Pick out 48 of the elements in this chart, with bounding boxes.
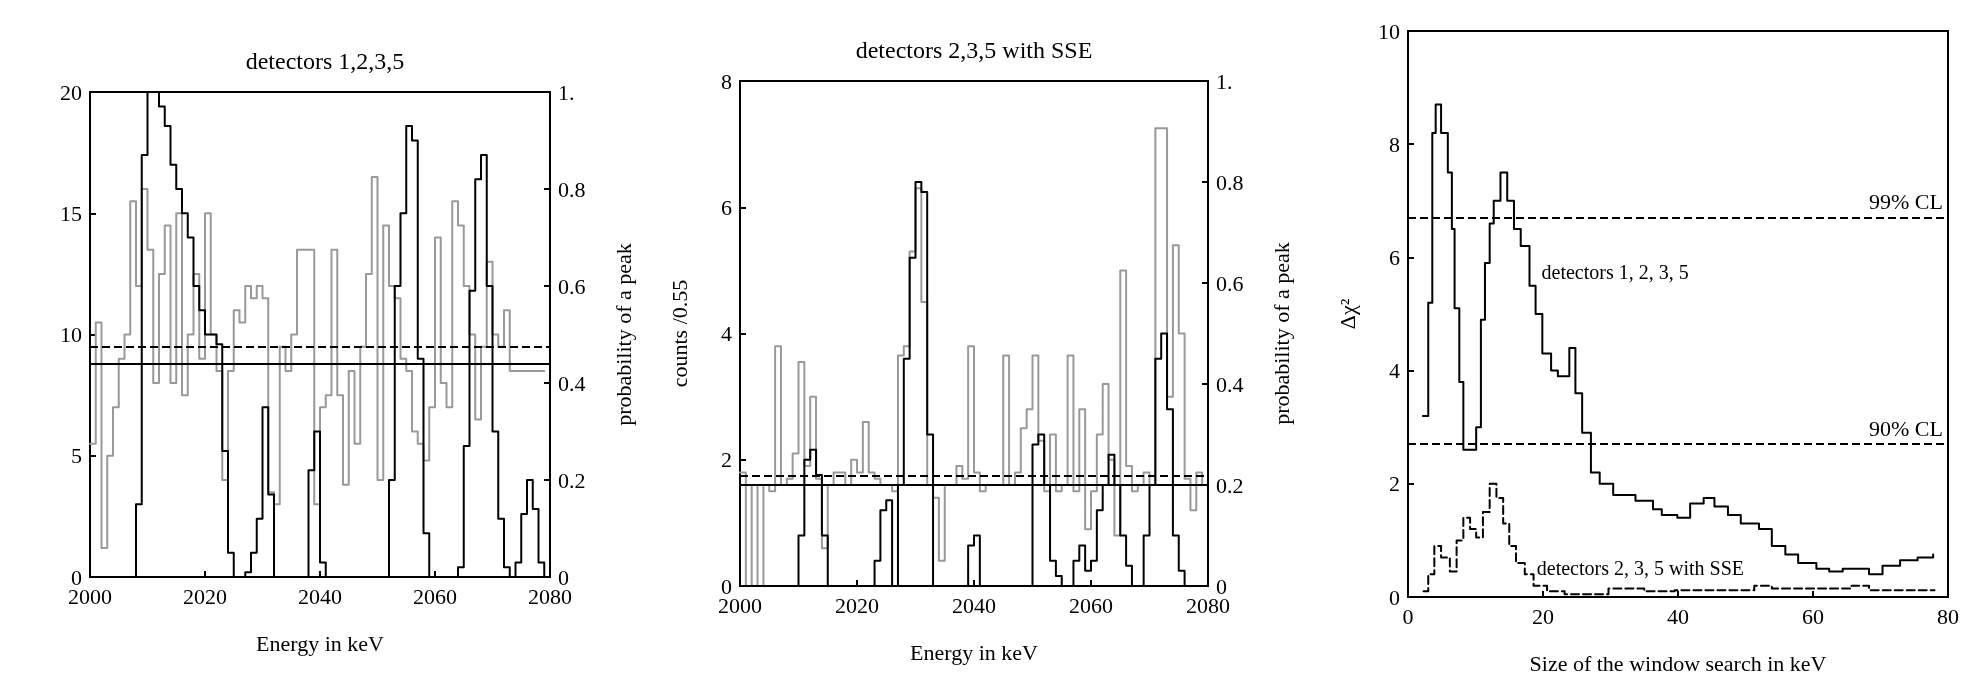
y-tick-label: 4 (721, 321, 732, 346)
y-tick-label: 4 (1389, 358, 1400, 384)
y2-tick-label: 0.8 (1216, 169, 1244, 195)
y2-tick-label: 0.6 (558, 273, 586, 299)
y-tick-label: 2 (721, 447, 732, 473)
x-tick-label: 2060 (1069, 592, 1113, 618)
y-tick-label: 10 (1378, 18, 1400, 44)
y-tick-label: 10 (60, 322, 82, 347)
y-axis-title: counts /0.55 (666, 279, 692, 388)
ref-line-label: 99% CL (1869, 189, 1943, 215)
x-tick-label: 40 (1667, 603, 1689, 629)
x-tick-label: 20 (1532, 603, 1554, 629)
ref-line-label: 90% CL (1869, 415, 1943, 441)
y-tick-label: 2 (1389, 471, 1400, 497)
x-tick-label: 60 (1802, 603, 1824, 629)
y-tick-label: 15 (60, 200, 82, 226)
y2-tick-label: 0.4 (1216, 371, 1244, 397)
y2-tick-label: 0.4 (558, 370, 586, 396)
y2-tick-label: 0.2 (1216, 472, 1244, 498)
y2-tick-label: 0.6 (1216, 270, 1244, 296)
y2-tick-label: 1. (1216, 68, 1233, 94)
x-tick-label: 2020 (183, 583, 227, 609)
x-tick-label: 2040 (952, 592, 996, 618)
x-axis-title: Energy in keV (256, 630, 385, 656)
x-tick-label: 2020 (835, 592, 879, 618)
x-tick-label: 80 (1937, 603, 1959, 629)
x-tick-label: 2040 (298, 583, 342, 609)
y-tick-label: 6 (721, 194, 732, 220)
y2-tick-label: 0.2 (558, 467, 586, 493)
y2-tick-label: 0 (558, 564, 569, 590)
y-tick-label: 0 (71, 564, 82, 590)
chart-title: detectors 2,3,5 with SSE (855, 37, 1093, 63)
y-tick-label: 8 (721, 68, 732, 94)
y-tick-label: 6 (1389, 244, 1400, 270)
series-label: detectors 1, 2, 3, 5 (1541, 260, 1689, 283)
series-label: detectors 2, 3, 5 with SSE (1536, 557, 1744, 580)
x-tick-label: 2060 (413, 583, 457, 609)
y2-axis-title: probability of a peak (1268, 242, 1294, 425)
x-axis-title: Energy in keV (910, 639, 1039, 665)
y-tick-label: 8 (1389, 131, 1400, 157)
y2-axis-title: probability of a peak (610, 243, 636, 426)
y-axis-title: Δχ² (1334, 298, 1360, 330)
y-tick-label: 20 (60, 79, 82, 105)
chart-title: detectors 1,2,3,5 (245, 48, 405, 74)
y2-tick-label: 1. (558, 79, 575, 105)
y2-tick-label: 0.8 (558, 176, 586, 202)
y-tick-label: 5 (71, 443, 82, 469)
x-axis-title: Size of the window search in keV (1529, 650, 1827, 676)
